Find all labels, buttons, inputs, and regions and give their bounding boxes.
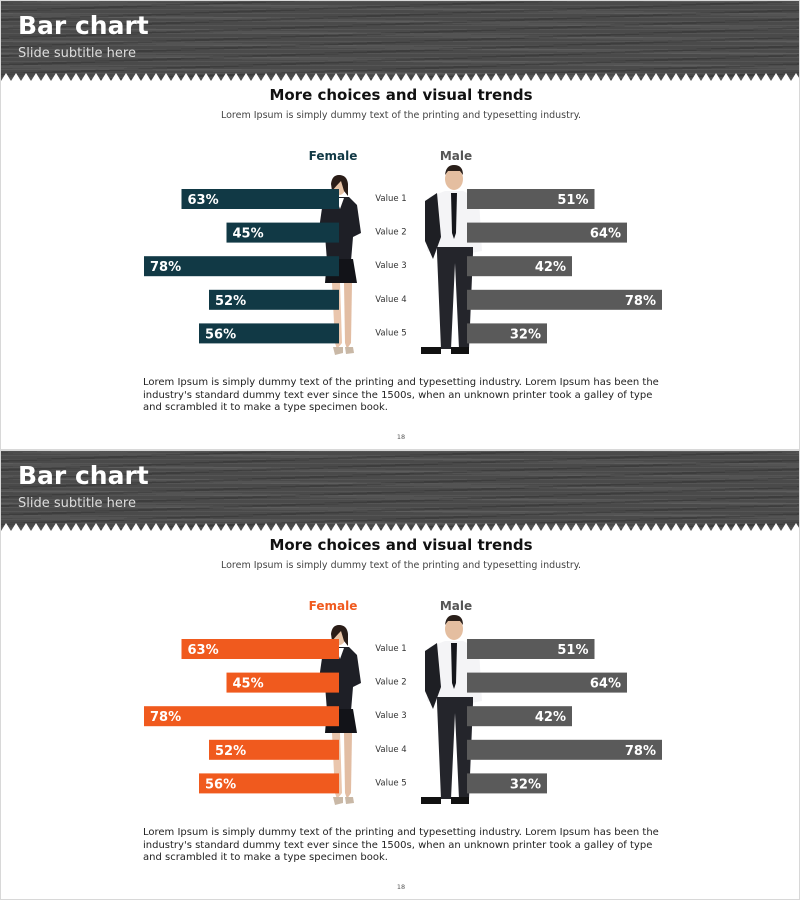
female-bar-label-1: 63% xyxy=(188,643,219,658)
male-bar-label-4: 78% xyxy=(625,294,656,309)
female-bar-label-2: 45% xyxy=(233,227,264,242)
male-bar-label-1: 51% xyxy=(557,193,588,208)
category-label-3: Value 3 xyxy=(375,711,406,721)
legend-female: Female xyxy=(308,599,358,613)
slide-title: Bar chart xyxy=(18,461,149,490)
female-bar-4 xyxy=(209,739,339,760)
category-label-2: Value 2 xyxy=(375,678,406,688)
legend-male: Male xyxy=(439,149,473,163)
male-bar-1 xyxy=(467,639,595,659)
legend-male: Male xyxy=(439,599,473,613)
category-label-4: Value 4 xyxy=(375,295,406,305)
legend-female: Female xyxy=(308,149,358,163)
male-bar-label-5: 32% xyxy=(510,777,541,792)
male-bar-label-5: 32% xyxy=(510,327,541,342)
male-bar-label-2: 64% xyxy=(590,227,621,242)
category-label-2: Value 2 xyxy=(375,228,406,238)
chart-heading: More choices and visual trends xyxy=(269,536,533,554)
male-bar-5 xyxy=(467,773,547,794)
slide-title: Bar chart xyxy=(18,11,149,40)
slide-header: Bar chart Slide subtitle here xyxy=(1,1,799,81)
male-bar-label-4: 78% xyxy=(625,744,656,759)
male-bar-4 xyxy=(467,739,662,760)
female-bar-label-4: 52% xyxy=(215,294,246,309)
chart-subheading: Lorem Ipsum is simply dummy text of the … xyxy=(220,110,582,121)
page-number: 18 xyxy=(396,883,406,891)
slide-subtitle: Slide subtitle here xyxy=(18,496,136,511)
male-bar-3 xyxy=(467,256,572,277)
chart-subheading: Lorem Ipsum is simply dummy text of the … xyxy=(220,560,582,571)
bar-chart: 63% 51% Value 1 45% 64% Value 2 78% 42% Value 3 5… xyxy=(144,615,662,805)
female-bar-label-3: 78% xyxy=(150,260,181,275)
female-bar-2 xyxy=(226,222,339,243)
female-bar-label-5: 56% xyxy=(205,777,236,792)
female-bar-label-3: 78% xyxy=(150,710,181,725)
male-bar-5 xyxy=(467,323,547,344)
male-bar-label-3: 42% xyxy=(535,260,566,275)
category-label-1: Value 1 xyxy=(375,644,406,654)
category-label-1: Value 1 xyxy=(375,194,406,204)
male-bar-label-3: 42% xyxy=(535,710,566,725)
female-bar-5 xyxy=(199,323,339,344)
zigzag-edge xyxy=(1,523,799,531)
male-bar-1 xyxy=(467,189,595,209)
female-bar-3 xyxy=(144,256,339,277)
male-bar-2 xyxy=(467,222,627,243)
female-bar-3 xyxy=(144,706,339,727)
male-bar-4 xyxy=(467,289,662,310)
female-bar-label-1: 63% xyxy=(188,193,219,208)
male-bar-2 xyxy=(467,672,627,693)
slide-subtitle: Slide subtitle here xyxy=(18,46,136,61)
slide-1: Bar chart Slide subtitle here More choic… xyxy=(0,0,800,450)
female-bar-label-2: 45% xyxy=(233,677,264,692)
female-bar-5 xyxy=(199,773,339,794)
category-label-4: Value 4 xyxy=(375,745,406,755)
body-text: Lorem Ipsum is simply dummy text of the … xyxy=(143,377,659,413)
female-bar-1 xyxy=(181,189,339,209)
chart-heading: More choices and visual trends xyxy=(269,86,533,104)
female-bar-label-5: 56% xyxy=(205,327,236,342)
male-bar-label-1: 51% xyxy=(557,643,588,658)
female-bar-1 xyxy=(181,639,339,659)
body-text: Lorem Ipsum is simply dummy text of the … xyxy=(143,827,659,863)
female-bar-label-4: 52% xyxy=(215,744,246,759)
zigzag-edge xyxy=(1,73,799,81)
slide-header: Bar chart Slide subtitle here xyxy=(1,451,799,531)
slide-2: Bar chart Slide subtitle here More choic… xyxy=(0,450,800,900)
bar-chart: 63% 51% Value 1 45% 64% Value 2 78% 42% Value 3 5… xyxy=(144,165,662,355)
category-label-5: Value 5 xyxy=(375,778,406,788)
category-label-3: Value 3 xyxy=(375,261,406,271)
male-bar-label-2: 64% xyxy=(590,677,621,692)
page-number: 18 xyxy=(396,433,406,441)
female-bar-4 xyxy=(209,289,339,310)
category-label-5: Value 5 xyxy=(375,328,406,338)
female-bar-2 xyxy=(226,672,339,693)
male-bar-3 xyxy=(467,706,572,727)
